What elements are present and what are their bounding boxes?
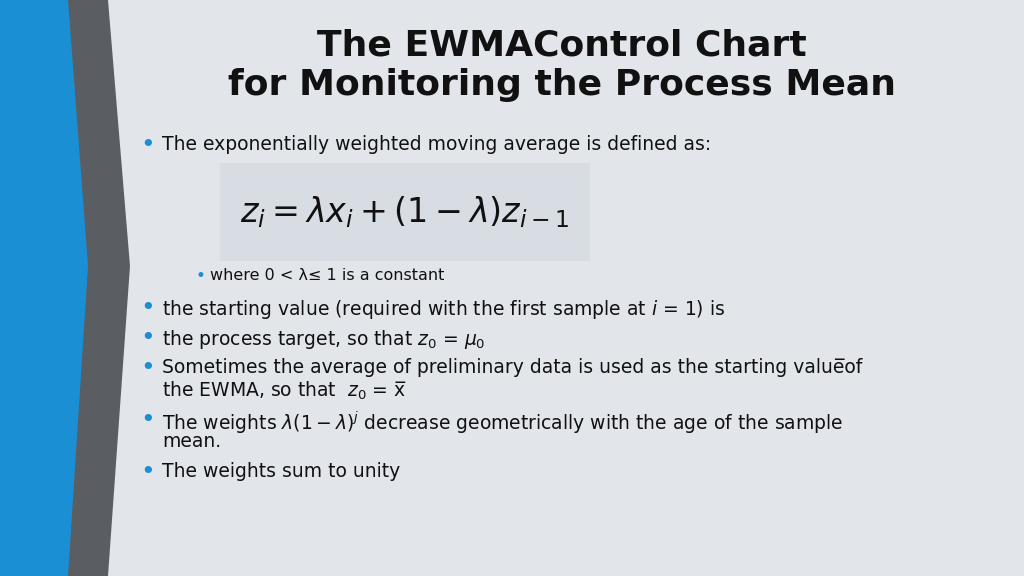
Text: $z_i = \lambda x_i + (1-\lambda)z_{i-1}$: $z_i = \lambda x_i + (1-\lambda)z_{i-1}$ [241, 194, 569, 230]
Text: The EWMAControl Chart: The EWMAControl Chart [317, 28, 807, 62]
Text: •: • [140, 356, 156, 380]
Text: mean.: mean. [162, 432, 221, 451]
Text: •: • [140, 326, 156, 350]
Text: where 0 < λ≤ 1 is a constant: where 0 < λ≤ 1 is a constant [210, 268, 444, 283]
Text: •: • [195, 267, 205, 285]
Text: the starting value (required with the first sample at $i$ = 1) is: the starting value (required with the fi… [162, 298, 725, 321]
Text: •: • [140, 133, 156, 157]
Text: Sometimes the average of preliminary data is used as the starting value̅of: Sometimes the average of preliminary dat… [162, 358, 862, 377]
Text: The weights sum to unity: The weights sum to unity [162, 462, 400, 481]
Text: •: • [140, 460, 156, 484]
Polygon shape [0, 0, 88, 576]
Text: the EWMA, so that  $z_0$ = x̅: the EWMA, so that $z_0$ = x̅ [162, 380, 407, 402]
Text: the process target, so that $z_0$ = $\mu_0$: the process target, so that $z_0$ = $\mu… [162, 328, 485, 351]
Text: •: • [140, 296, 156, 320]
Text: The weights $\lambda(1 - \lambda)^j$ decrease geometrically with the age of the : The weights $\lambda(1 - \lambda)^j$ dec… [162, 410, 843, 436]
Text: for Monitoring the Process Mean: for Monitoring the Process Mean [228, 68, 896, 102]
Polygon shape [0, 0, 130, 576]
Text: •: • [140, 408, 156, 432]
FancyBboxPatch shape [220, 163, 590, 261]
Text: The exponentially weighted moving average is defined as:: The exponentially weighted moving averag… [162, 135, 712, 154]
